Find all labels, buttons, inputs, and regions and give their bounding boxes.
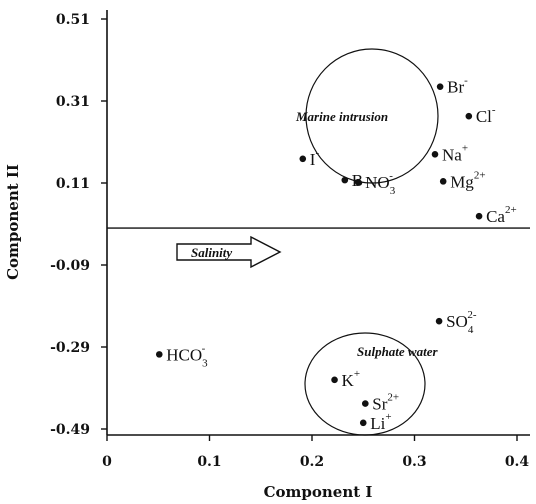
x-tick-label: 0.4 bbox=[505, 454, 530, 470]
point-label-i: I- bbox=[310, 147, 320, 169]
x-axis-title: Component I bbox=[264, 483, 373, 501]
y-tick-label: 0.31 bbox=[56, 94, 90, 110]
point-label-k: K+ bbox=[342, 368, 361, 390]
x-tick-label: 0.1 bbox=[197, 454, 221, 470]
x-tick-label: 0.3 bbox=[402, 454, 426, 470]
y-tick-label: 0.11 bbox=[56, 176, 90, 192]
x-tick-label: 0 bbox=[102, 454, 112, 470]
y-tick-label: -0.49 bbox=[50, 422, 90, 438]
data-point-mg bbox=[439, 178, 447, 185]
y-tick-label: 0.51 bbox=[56, 12, 90, 28]
point-label-br: Br- bbox=[447, 75, 468, 97]
marine-intrusion-ellipse bbox=[305, 48, 439, 184]
salinity-label: Salinity bbox=[191, 245, 232, 260]
data-point-sr bbox=[362, 400, 369, 407]
point-label-li: Li+ bbox=[370, 411, 391, 433]
y-tick-label: -0.09 bbox=[50, 258, 90, 274]
data-point-i bbox=[299, 155, 307, 163]
point-label-na: Na+ bbox=[442, 142, 468, 164]
data-point-k bbox=[331, 376, 338, 384]
marine-intrusion-label: Marine intrusion bbox=[295, 109, 388, 124]
data-point-cl bbox=[465, 112, 473, 120]
point-label-sr: Sr2+ bbox=[372, 392, 399, 414]
point-label-ca: Ca2+ bbox=[486, 204, 517, 226]
data-point-ca bbox=[475, 212, 483, 220]
data-point-na bbox=[431, 151, 439, 158]
data-point-hco3 bbox=[155, 351, 163, 358]
data-point-no3 bbox=[354, 178, 362, 186]
y-axis-title: Component II bbox=[4, 164, 22, 280]
point-label-cl: Cl- bbox=[476, 104, 496, 126]
x-tick-label: 0.2 bbox=[300, 454, 324, 470]
data-point-so4 bbox=[435, 317, 443, 325]
data-point-li bbox=[359, 419, 367, 427]
sulphate-water-label: Sulphate water bbox=[357, 344, 438, 359]
sulphate-water-ellipse bbox=[304, 332, 426, 436]
salinity-arrow: Salinity bbox=[176, 235, 282, 269]
x-ticks: 0 0.1 0.2 0.3 0.4 bbox=[102, 435, 529, 470]
data-point-br bbox=[436, 83, 444, 90]
point-label-hco3: HCO3- bbox=[166, 342, 208, 369]
y-tick-label: -0.29 bbox=[50, 340, 90, 356]
point-label-so4: SO42- bbox=[446, 309, 477, 336]
y-ticks: 0.51 0.31 0.11 -0.09 -0.29 -0.49 bbox=[50, 12, 107, 438]
data-point-b bbox=[341, 176, 349, 184]
point-label-mg: Mg2+ bbox=[450, 169, 485, 191]
data-points: Br-Cl-Na+Mg2+Ca2+I-BNO3-SO42-HCO3-K+Sr2+… bbox=[155, 75, 517, 433]
point-label-no3: NO3- bbox=[365, 170, 396, 197]
